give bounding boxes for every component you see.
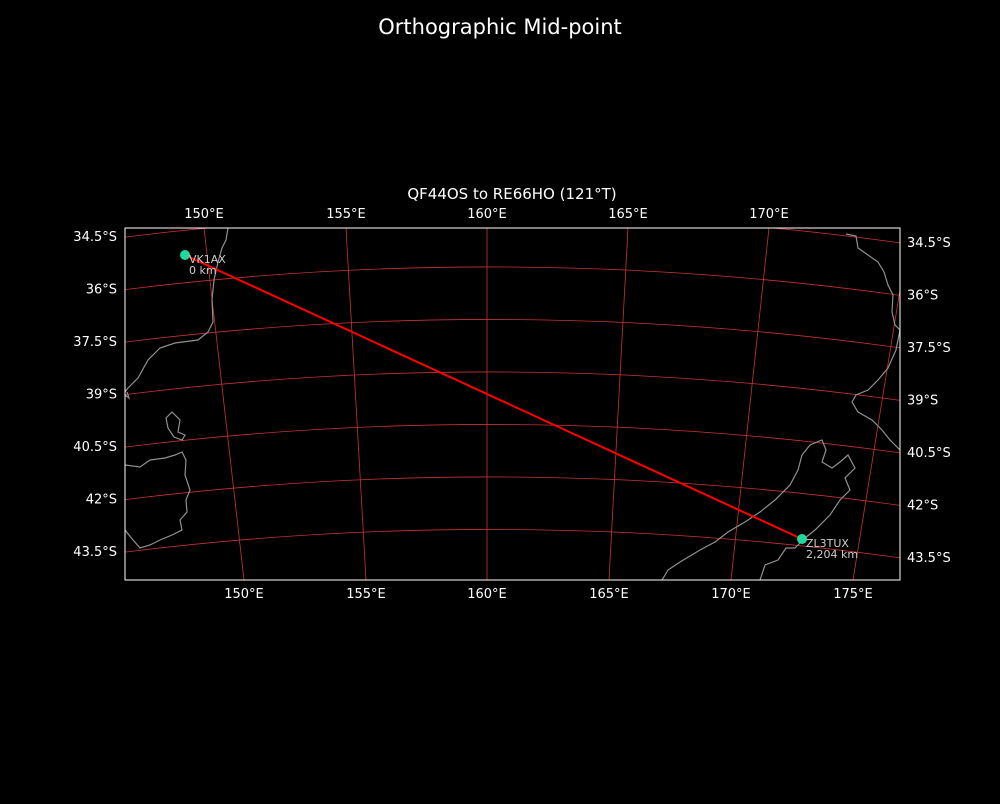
lat-label-right: 39°S	[907, 394, 938, 409]
lat-label-right: 42°S	[907, 499, 938, 514]
latitude-line	[125, 476, 900, 506]
lon-label-bottom: 155°E	[346, 587, 386, 602]
figure-title: Orthographic Mid-point	[378, 15, 622, 39]
station-distance-zl3tux: 2,204 km	[806, 548, 858, 561]
lon-label-top: 155°E	[326, 207, 366, 222]
lat-label-right: 36°S	[907, 289, 938, 304]
lon-label-top: 150°E	[184, 207, 224, 222]
longitude-line	[345, 228, 367, 580]
station-marker-zl3tux[interactable]	[797, 534, 807, 544]
lat-label-right: 40.5°S	[907, 446, 951, 461]
lat-label-left: 39°S	[86, 388, 117, 403]
latitude-line	[125, 529, 900, 559]
longitude-line	[852, 287, 900, 580]
new-zealand-north-island	[845, 233, 900, 451]
latitude-line	[125, 266, 900, 296]
lon-label-top: 165°E	[608, 207, 648, 222]
station-distance-vk1ax: 0 km	[189, 264, 217, 277]
graticule-labels: 34.5°S 34.5°S 36°S 36°S 37.5°S 37.5°S 39°S 39°S…	[73, 207, 950, 602]
australia-coast-south	[125, 391, 131, 400]
lon-label-bottom: 165°E	[589, 587, 629, 602]
lat-label-right: 43.5°S	[907, 551, 951, 566]
great-circle-path	[184, 254, 803, 540]
lat-label-right: 34.5°S	[907, 236, 951, 251]
lon-label-bottom: 160°E	[467, 587, 507, 602]
lon-label-bottom: 170°E	[711, 587, 751, 602]
australia-coast	[125, 228, 229, 393]
island-coast	[165, 411, 186, 441]
station-call-zl3tux: ZL3TUX	[806, 537, 849, 550]
graticule	[62, 228, 900, 580]
lon-label-bottom: 150°E	[224, 587, 264, 602]
latitude-line	[125, 319, 900, 349]
longitude-line	[62, 228, 122, 580]
map-frame	[124, 227, 901, 581]
latitude-line	[125, 228, 900, 244]
lat-label-left: 40.5°S	[73, 440, 117, 455]
station-marker-vk1ax[interactable]	[180, 250, 190, 260]
coastlines	[125, 228, 900, 580]
lat-label-left: 34.5°S	[73, 230, 117, 245]
lat-label-right: 37.5°S	[907, 341, 951, 356]
longitude-line	[608, 228, 629, 580]
longitude-line	[730, 228, 770, 580]
lat-label-left: 37.5°S	[73, 335, 117, 350]
latitude-line	[125, 371, 900, 401]
lon-label-top: 160°E	[467, 207, 507, 222]
longitude-line	[203, 228, 245, 580]
lon-label-top: 170°E	[749, 207, 789, 222]
tasmania-coast	[125, 451, 191, 549]
lon-label-bottom: 175°E	[833, 587, 873, 602]
lat-label-left: 43.5°S	[73, 545, 117, 560]
lat-label-left: 36°S	[86, 283, 117, 298]
latitude-line	[125, 424, 900, 454]
lat-label-left: 42°S	[86, 493, 117, 508]
map-subtitle: QF44OS to RE66HO (121°T)	[407, 185, 616, 203]
station-call-vk1ax: VK1AX	[189, 253, 226, 266]
